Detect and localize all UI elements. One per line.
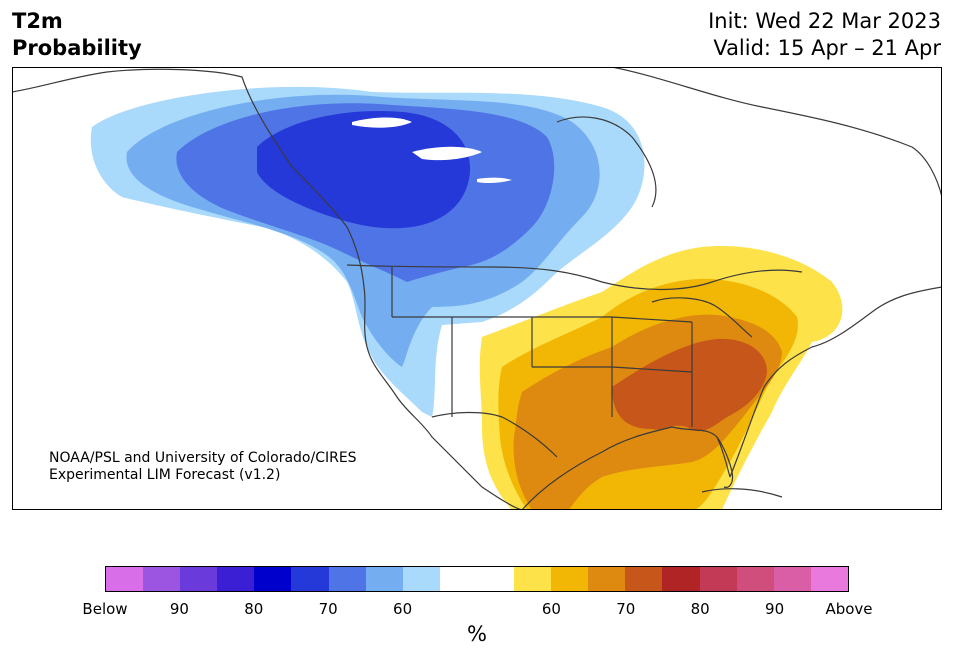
colorbar-swatch-9 (439, 567, 477, 591)
colorbar-swatch-19 (810, 567, 848, 591)
product-label: Probability (12, 36, 142, 60)
colorbar-swatch-14 (625, 567, 663, 591)
probability-colorbar (105, 566, 849, 592)
us-canada-border (346, 264, 803, 291)
colorbar-swatch-18 (773, 567, 811, 591)
colorbar-tick-label: 70 (318, 600, 338, 618)
credit-text: NOAA/PSL and University of Colorado/CIRE… (49, 450, 357, 484)
variable-label: T2m (12, 9, 63, 33)
colorbar-tick-label: 90 (765, 600, 785, 618)
colorbar-swatch-15 (662, 567, 700, 591)
map-title: T2m Probability (12, 8, 142, 62)
florida-peninsula (716, 436, 734, 488)
colorbar-tick-label: 70 (616, 600, 636, 618)
probability-shading (90, 86, 843, 510)
probability-map (12, 67, 942, 510)
colorbar-swatch-2 (180, 567, 218, 591)
colorbar-swatch-4 (254, 567, 292, 591)
colorbar-swatch-3 (217, 567, 255, 591)
colorbar-tick-label: 60 (541, 600, 561, 618)
forecast-dates: Init: Wed 22 Mar 2023 Valid: 15 Apr – 21… (708, 8, 941, 62)
lake-athabasca (477, 177, 512, 184)
colorbar-swatch-10 (476, 567, 515, 591)
pacific-coastline (12, 68, 523, 510)
colorbar-tick-label: 80 (244, 600, 264, 618)
map-frame (12, 67, 942, 510)
colorbar-tick-label: 60 (393, 600, 413, 618)
cuba (701, 488, 783, 498)
colorbar-tick-label: 80 (690, 600, 710, 618)
colorbar-swatch-11 (514, 567, 552, 591)
colorbar-swatch-16 (699, 567, 737, 591)
colorbar-tick-label: Above (825, 600, 873, 618)
valid-range: Valid: 15 Apr – 21 Apr (713, 36, 941, 60)
colorbar-tick-label: 90 (169, 600, 189, 618)
colorbar-swatch-6 (328, 567, 366, 591)
colorbar-swatch-0 (106, 567, 144, 591)
gulf-coastline (521, 426, 731, 510)
colorbar-swatch-7 (365, 567, 403, 591)
state-lines (391, 267, 693, 427)
great-bear-lake (352, 117, 412, 128)
great-lakes (651, 297, 753, 338)
colorbar-swatch-12 (551, 567, 589, 591)
colorbar-unit: % (467, 622, 487, 646)
cold-75-region (257, 111, 471, 229)
init-date: Init: Wed 22 Mar 2023 (708, 9, 941, 33)
colorbar-swatch-1 (143, 567, 181, 591)
colorbar-swatch-17 (736, 567, 774, 591)
credit-line-1: NOAA/PSL and University of Colorado/CIRE… (49, 450, 357, 466)
colorbar-swatch-5 (291, 567, 329, 591)
colorbar-swatch-8 (402, 567, 440, 591)
hudson-bay (556, 116, 657, 208)
arctic-islands (611, 67, 942, 198)
lakes (352, 117, 512, 184)
credit-line-2: Experimental LIM Forecast (v1.2) (49, 467, 281, 483)
great-slave-lake (412, 146, 482, 161)
warm-70-region (612, 338, 767, 432)
coastlines-and-borders (12, 67, 942, 510)
colorbar-swatch-13 (588, 567, 626, 591)
atlantic-coastline (729, 286, 942, 478)
colorbar-tick-label: Below (82, 600, 128, 618)
